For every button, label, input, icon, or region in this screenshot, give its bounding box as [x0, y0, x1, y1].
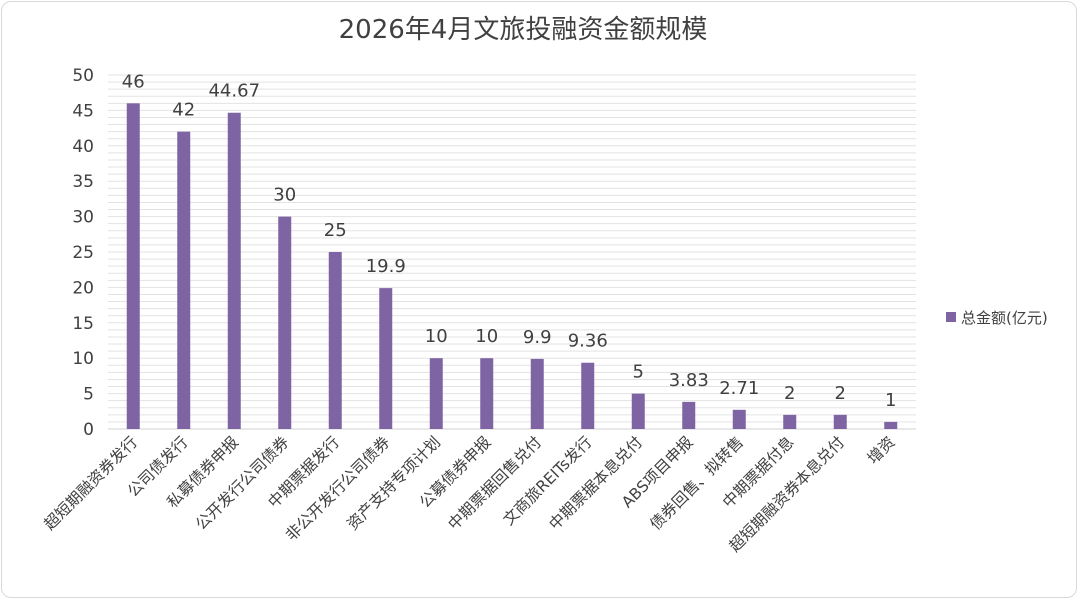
data-label: 46 [122, 71, 145, 92]
bar [732, 409, 746, 429]
data-label: 9.36 [568, 331, 608, 352]
category-label: 增资 [864, 433, 899, 468]
bar [278, 216, 292, 429]
data-labels: 46 42 44.67 30 25 19.9 10 10 9.9 9.36 5 3.83 2.71 2 2 1 [122, 71, 897, 411]
bar [177, 131, 191, 429]
gridlines [108, 74, 916, 423]
y-tick-label: 25 [72, 243, 94, 263]
bar [783, 414, 797, 429]
bar [480, 358, 494, 429]
y-tick-label: 40 [72, 137, 94, 157]
category-label: 公开发行公司债券 [192, 433, 293, 534]
category-label: 中期票据本息兑付 [546, 433, 646, 533]
bar [631, 393, 645, 429]
bar [833, 414, 847, 429]
data-label: 2.71 [719, 378, 759, 399]
data-label: 10 [425, 326, 448, 347]
data-label: 10 [475, 326, 498, 347]
bar [227, 112, 241, 430]
x-axis: 超短期融资券发行公司债发行私募债券申报公开发行公司债券中期票据发行非公开发行公司… [41, 433, 899, 556]
data-label: 19.9 [366, 256, 406, 277]
legend-swatch [946, 312, 956, 322]
bar [126, 103, 140, 429]
data-label: 3.83 [669, 370, 709, 391]
y-tick-label: 20 [72, 278, 94, 298]
data-label: 2 [784, 383, 795, 404]
y-tick-label: 5 [83, 385, 94, 405]
category-label: 债券回售、拟转售 [647, 433, 747, 533]
legend: 总金额(亿元) [946, 309, 1048, 327]
chart-title: 2026年4月文旅投融资金额规模 [339, 15, 708, 45]
y-tick-label: 30 [72, 208, 94, 228]
category-label: 文商旅REITs发行 [500, 433, 596, 529]
data-label: 2 [835, 383, 846, 404]
data-label: 5 [633, 362, 644, 383]
data-label: 44.67 [208, 81, 260, 102]
bar [379, 288, 393, 429]
data-label: 1 [885, 390, 896, 411]
bar [682, 401, 696, 429]
y-tick-label: 50 [72, 66, 94, 86]
category-label: 超短期融资券发行 [41, 433, 141, 533]
y-tick-label: 35 [72, 172, 94, 192]
y-tick-label: 0 [83, 420, 94, 440]
y-tick-label: 45 [72, 101, 94, 121]
data-label: 42 [172, 100, 195, 121]
y-tick-label: 10 [72, 349, 94, 369]
bar [884, 421, 898, 429]
data-label: 30 [273, 185, 296, 206]
bar [328, 252, 342, 429]
y-tick-label: 15 [72, 314, 94, 334]
bar [581, 362, 595, 429]
category-label: 资产支持专项计划 [344, 433, 444, 533]
data-label: 25 [324, 220, 347, 241]
bars [126, 103, 898, 430]
category-label: 中期票据回售兑付 [445, 433, 545, 533]
data-label: 9.9 [523, 327, 552, 348]
bar [530, 358, 544, 429]
legend-label: 总金额(亿元) [961, 309, 1048, 327]
bar [429, 358, 443, 429]
